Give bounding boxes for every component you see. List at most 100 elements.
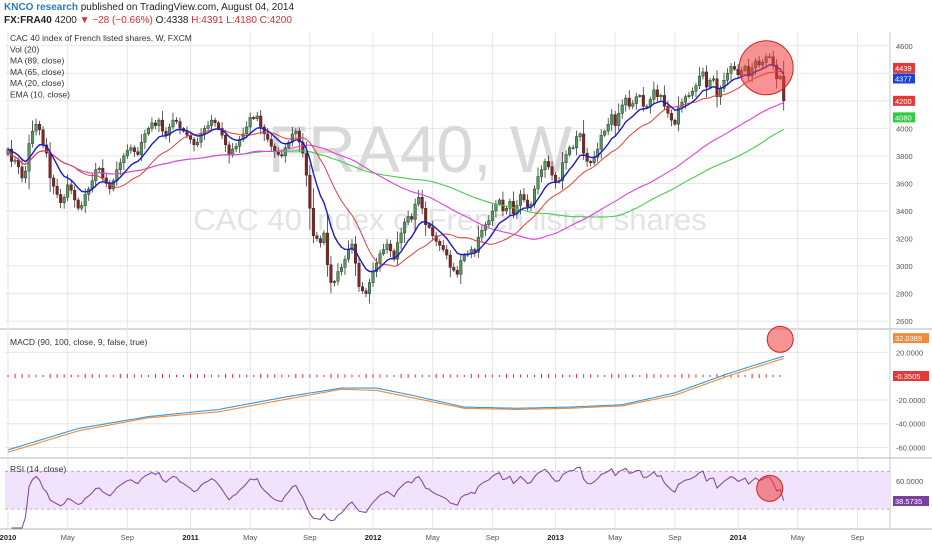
candle-body: [550, 166, 554, 176]
rsi-pane: 60.0000 RSI (14, close) 38.5735: [5, 464, 929, 529]
candle-body: [118, 162, 122, 170]
candle-body: [564, 154, 568, 163]
candle-body: [311, 208, 315, 236]
candle-body: [733, 66, 737, 70]
candle-body: [231, 148, 235, 155]
candle-body: [497, 199, 501, 205]
candle-body: [339, 267, 343, 272]
symbol-label: FX:FRA40: [4, 15, 52, 26]
candle-body: [371, 271, 375, 283]
candle-body: [683, 96, 687, 103]
candle-body: [280, 154, 284, 157]
ema10-line: [7, 64, 785, 273]
price-annotation-circle: [738, 40, 794, 96]
candle-body: [69, 184, 73, 191]
header-quote-line: FX:FRA40 4200 ▼ −28 (−0.66%) O:4338 H:43…: [4, 15, 292, 26]
watermark-description: CAC 40 index of French listed shares: [193, 202, 706, 237]
candle-body: [589, 161, 593, 163]
candle-body: [248, 117, 252, 128]
candle-body: [662, 95, 666, 107]
candle-body: [476, 236, 480, 253]
price-tick-label: 3800: [896, 152, 913, 161]
candle-body: [543, 161, 547, 170]
time-tick-label: Sep: [851, 533, 864, 542]
candle-body: [568, 147, 572, 155]
rsi-value-badge: [893, 496, 929, 507]
author-link[interactable]: KNCO research: [4, 2, 78, 13]
candle-body: [178, 121, 182, 129]
annotation-circles: [738, 40, 794, 502]
candle-body: [34, 124, 38, 132]
candle-body: [631, 103, 635, 107]
candle-body: [375, 263, 379, 272]
macd-label: MACD (90, 100, close, 9, false, true): [10, 337, 148, 347]
candle-body: [445, 249, 449, 256]
candle-body: [227, 144, 231, 155]
ohlc-close: C:4200: [259, 15, 292, 26]
time-tick-label: May: [426, 533, 440, 542]
candle-body: [455, 269, 459, 275]
price-marker-label: 4439: [895, 64, 912, 73]
candle-body: [31, 130, 35, 144]
price-marker-badge: [893, 112, 915, 123]
candle-body: [540, 169, 544, 177]
header: KNCO research published on TradingView.c…: [0, 0, 932, 28]
candle-body: [722, 79, 726, 89]
price-marker-badge: [893, 62, 915, 73]
candle-body: [304, 152, 308, 176]
candle-body: [213, 119, 217, 124]
price-marker-badge: [893, 95, 915, 106]
price-tick-label: 4600: [896, 42, 913, 51]
price-tick-label: 3600: [896, 179, 913, 188]
candle-body: [536, 176, 540, 190]
candle-body: [206, 125, 210, 129]
price-tick-label: 3400: [896, 207, 913, 216]
candle-body: [431, 227, 435, 236]
candle-body: [712, 78, 716, 81]
candle-body: [97, 168, 101, 170]
candle-body: [378, 253, 382, 264]
candle-body: [399, 232, 403, 243]
price-marker-label: 4080: [895, 113, 912, 122]
candle-body: [420, 197, 424, 209]
candle-body: [504, 208, 508, 212]
price-tick-label: 3000: [896, 262, 913, 271]
ma65-line: [7, 102, 784, 240]
candle-body: [287, 141, 291, 148]
macd-tick-label: -20.0000: [896, 396, 926, 405]
macd-value-badge: [893, 371, 929, 381]
candle-body: [413, 203, 417, 220]
candle-body: [575, 136, 579, 148]
candle-body: [547, 161, 551, 168]
candle-body: [385, 243, 389, 250]
candle-body: [726, 73, 730, 81]
candle-body: [315, 235, 319, 239]
candle-body: [596, 148, 600, 158]
candle-body: [613, 114, 617, 126]
candle-body: [297, 130, 301, 143]
candle-body: [459, 260, 463, 275]
candle-body: [59, 194, 63, 203]
candle-body: [627, 97, 631, 107]
candle-body: [20, 166, 24, 179]
candle-body: [136, 151, 140, 155]
candle-body: [410, 216, 414, 220]
candle-body: [343, 258, 347, 268]
candle-body: [52, 177, 56, 187]
macd-value-label: 32.0389: [895, 334, 922, 343]
candle-body: [578, 133, 582, 137]
time-tick-label: May: [791, 533, 805, 542]
candle-body: [638, 95, 642, 97]
legend-item: EMA (10, close): [10, 90, 70, 100]
candle-body: [368, 282, 372, 294]
time-tick-label: Sep: [303, 533, 316, 542]
candle-body: [38, 124, 42, 130]
time-tick-label: 2014: [730, 533, 748, 542]
candle-body: [157, 119, 161, 126]
candle-body: [389, 243, 393, 252]
legend-item: MA (20, close): [10, 78, 64, 88]
candle-body: [480, 230, 484, 238]
price-tick-label: 4000: [896, 124, 913, 133]
macd-tick-label: -60.0000: [896, 443, 926, 452]
